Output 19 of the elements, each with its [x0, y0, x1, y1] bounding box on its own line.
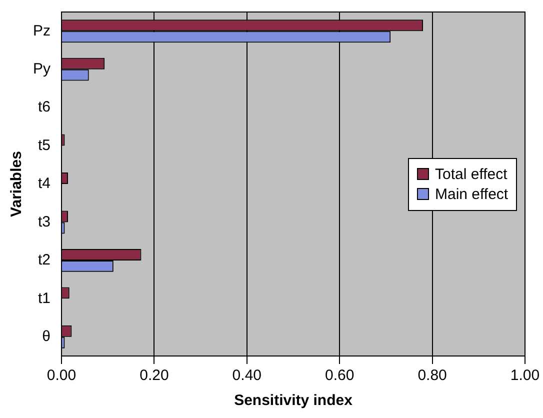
y-tick-label: t2	[38, 252, 51, 269]
y-tick-label: Pz	[32, 22, 51, 40]
legend-label: Main effect	[435, 186, 508, 202]
x-tick-label: 0.20	[140, 367, 169, 384]
x-tick-label: 0.40	[232, 367, 262, 384]
x-tick-label: 0.80	[418, 367, 447, 384]
y-tick-label: t5	[38, 136, 51, 154]
y-tick-label: Py	[32, 60, 51, 78]
y-tick-label: t6	[38, 98, 51, 116]
y-tick-label: θ	[42, 328, 51, 346]
x-tick-label: 1.00	[510, 367, 540, 384]
legend-label: Total effect	[435, 166, 508, 182]
y-tick-label: t1	[38, 290, 51, 307]
y-tick-label: t4	[38, 175, 51, 192]
y-axis-title: Variables	[8, 151, 26, 217]
y-tick-label: t3	[38, 213, 51, 230]
x-axis-title: Sensitivity index	[234, 392, 354, 410]
x-tick-label: 0.60	[325, 367, 354, 384]
x-tick-label: 0.00	[46, 367, 76, 384]
